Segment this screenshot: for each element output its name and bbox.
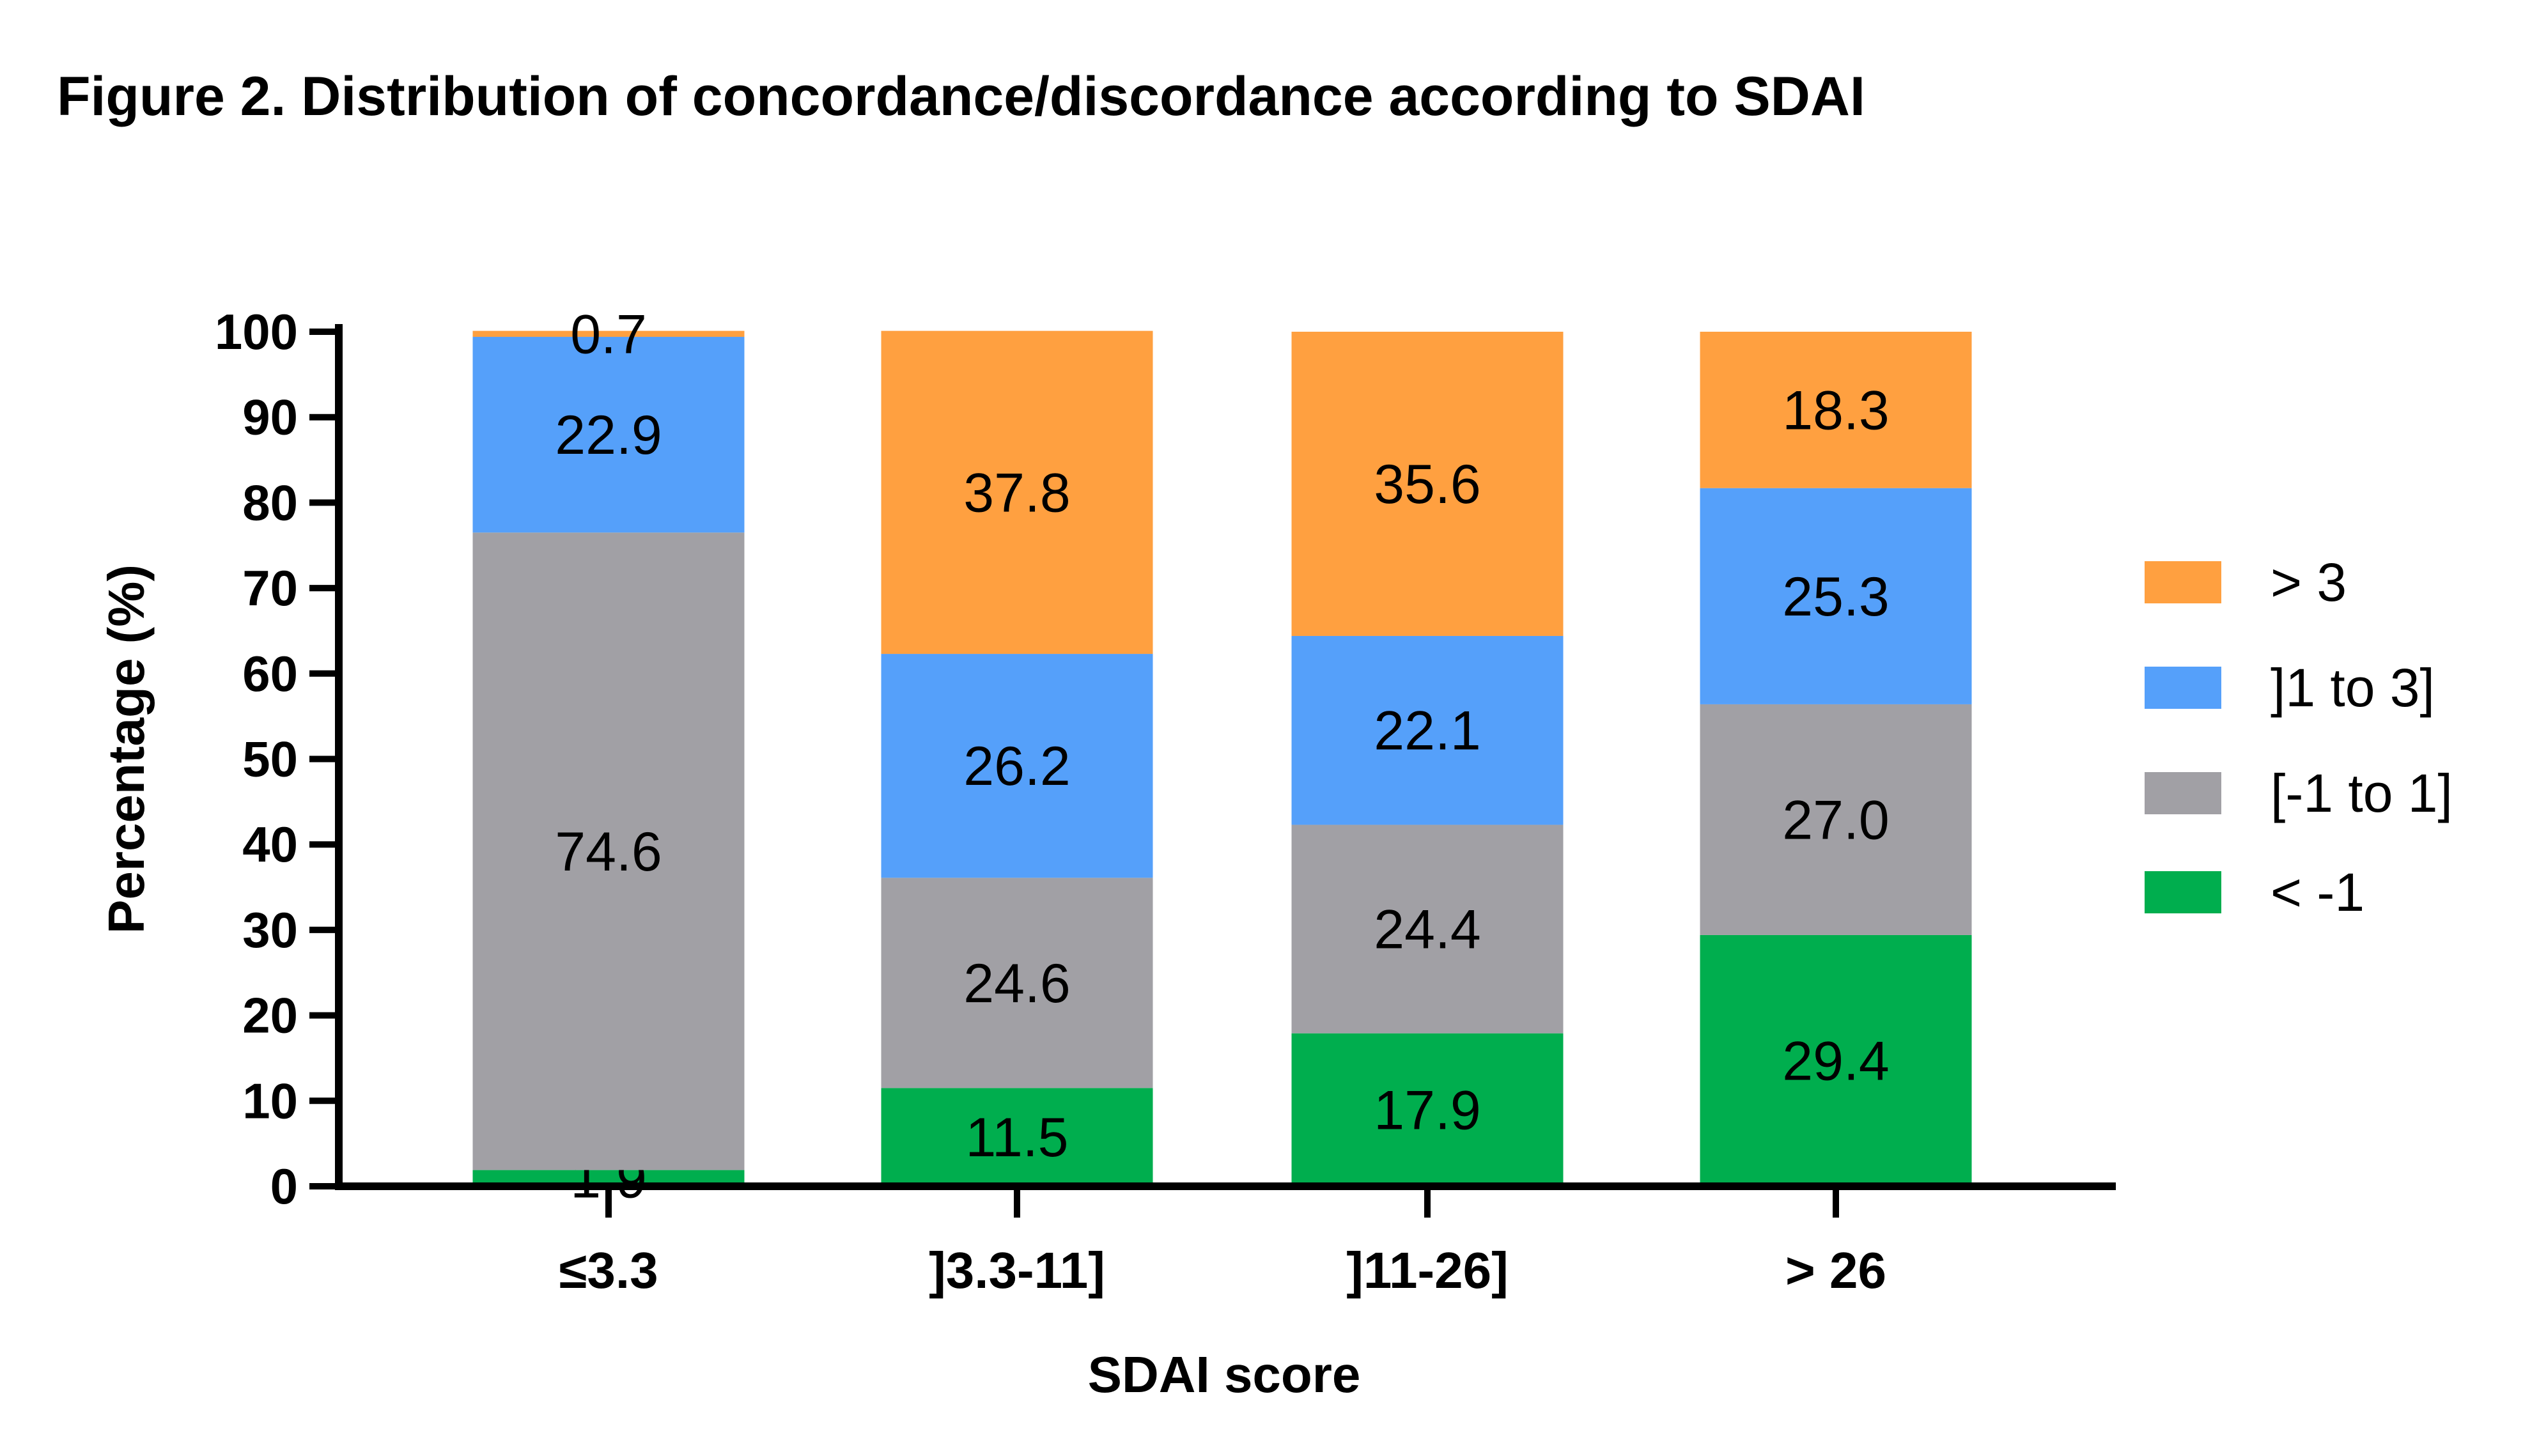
data-label: 35.6: [1374, 454, 1480, 515]
data-label: 26.2: [963, 736, 1070, 797]
bar-segment: [472, 337, 745, 533]
legend: > 3 ]1 to 3] [-1 to 1] < -1: [2145, 552, 2453, 922]
x-axis: ≤3.3 ]3.3-11] ]11-26] > 26: [335, 1182, 2116, 1299]
bar-segment: [1291, 825, 1564, 1034]
x-tick-label: ≤3.3: [559, 1242, 658, 1299]
data-label: 27.0: [1782, 789, 1889, 851]
y-tick-label: 0: [270, 1158, 298, 1214]
bar-segment: [881, 654, 1153, 878]
legend-swatch: [2145, 871, 2221, 913]
legend-swatch: [2145, 772, 2221, 814]
data-label: 24.4: [1374, 899, 1480, 961]
data-label: 29.4: [1782, 1030, 1889, 1092]
data-label: 24.6: [963, 953, 1070, 1014]
y-tick-label: 100: [215, 304, 298, 360]
bar-segment: [472, 532, 745, 1170]
legend-label: [-1 to 1]: [2271, 763, 2453, 823]
data-label: 18.3: [1782, 380, 1889, 441]
bar-segment: [1291, 635, 1564, 825]
data-label: 25.3: [1782, 566, 1889, 628]
y-axis-label: Percentage (%): [98, 564, 155, 934]
bar-segment: [472, 330, 745, 337]
data-label: 11.5: [966, 1107, 1069, 1168]
bar-segment: [881, 330, 1153, 654]
data-label: 74.6: [555, 821, 662, 883]
data-label: 22.9: [555, 405, 662, 466]
y-tick-label: 90: [242, 389, 298, 445]
y-axis: 0 10 20 30 40 50 60 70 80 90 100: [215, 304, 343, 1214]
y-tick-label: 30: [242, 902, 298, 958]
y-tick-label: 20: [242, 987, 298, 1044]
y-tick-label: 80: [242, 474, 298, 531]
y-tick-label: 50: [242, 731, 298, 787]
legend-label: > 3: [2271, 552, 2347, 612]
legend-swatch: [2145, 667, 2221, 709]
bar-segment: [1700, 332, 1972, 488]
y-tick-label: 40: [242, 816, 298, 872]
legend-label: < -1: [2271, 862, 2364, 922]
data-label: 22.1: [1374, 701, 1480, 762]
bar-segment: [1700, 934, 1972, 1186]
data-label: 0.7: [570, 304, 647, 365]
bars-group: 1.974.622.90.711.524.626.237.817.924.422…: [472, 304, 1972, 1209]
data-label: 37.8: [963, 462, 1070, 523]
x-tick-label: ]11-26]: [1346, 1242, 1508, 1299]
bar-segment: [881, 878, 1153, 1088]
bar-segment: [1700, 704, 1972, 935]
legend-swatch: [2145, 561, 2221, 603]
y-tick-label: 70: [242, 560, 298, 616]
y-tick-label: 10: [242, 1073, 298, 1129]
x-axis-label: SDAI score: [1088, 1346, 1361, 1403]
bar-segment: [881, 1088, 1153, 1186]
chart-title: Figure 2. Distribution of concordance/di…: [57, 66, 1865, 127]
data-label: 17.9: [1374, 1080, 1480, 1141]
bar-segment: [1291, 1033, 1564, 1186]
x-tick-label: > 26: [1785, 1242, 1886, 1299]
y-tick-label: 60: [242, 646, 298, 702]
bar-segment: [1700, 488, 1972, 704]
legend-label: ]1 to 3]: [2271, 658, 2435, 718]
bar-segment: [1291, 332, 1564, 636]
x-tick-label: ]3.3-11]: [929, 1242, 1105, 1299]
